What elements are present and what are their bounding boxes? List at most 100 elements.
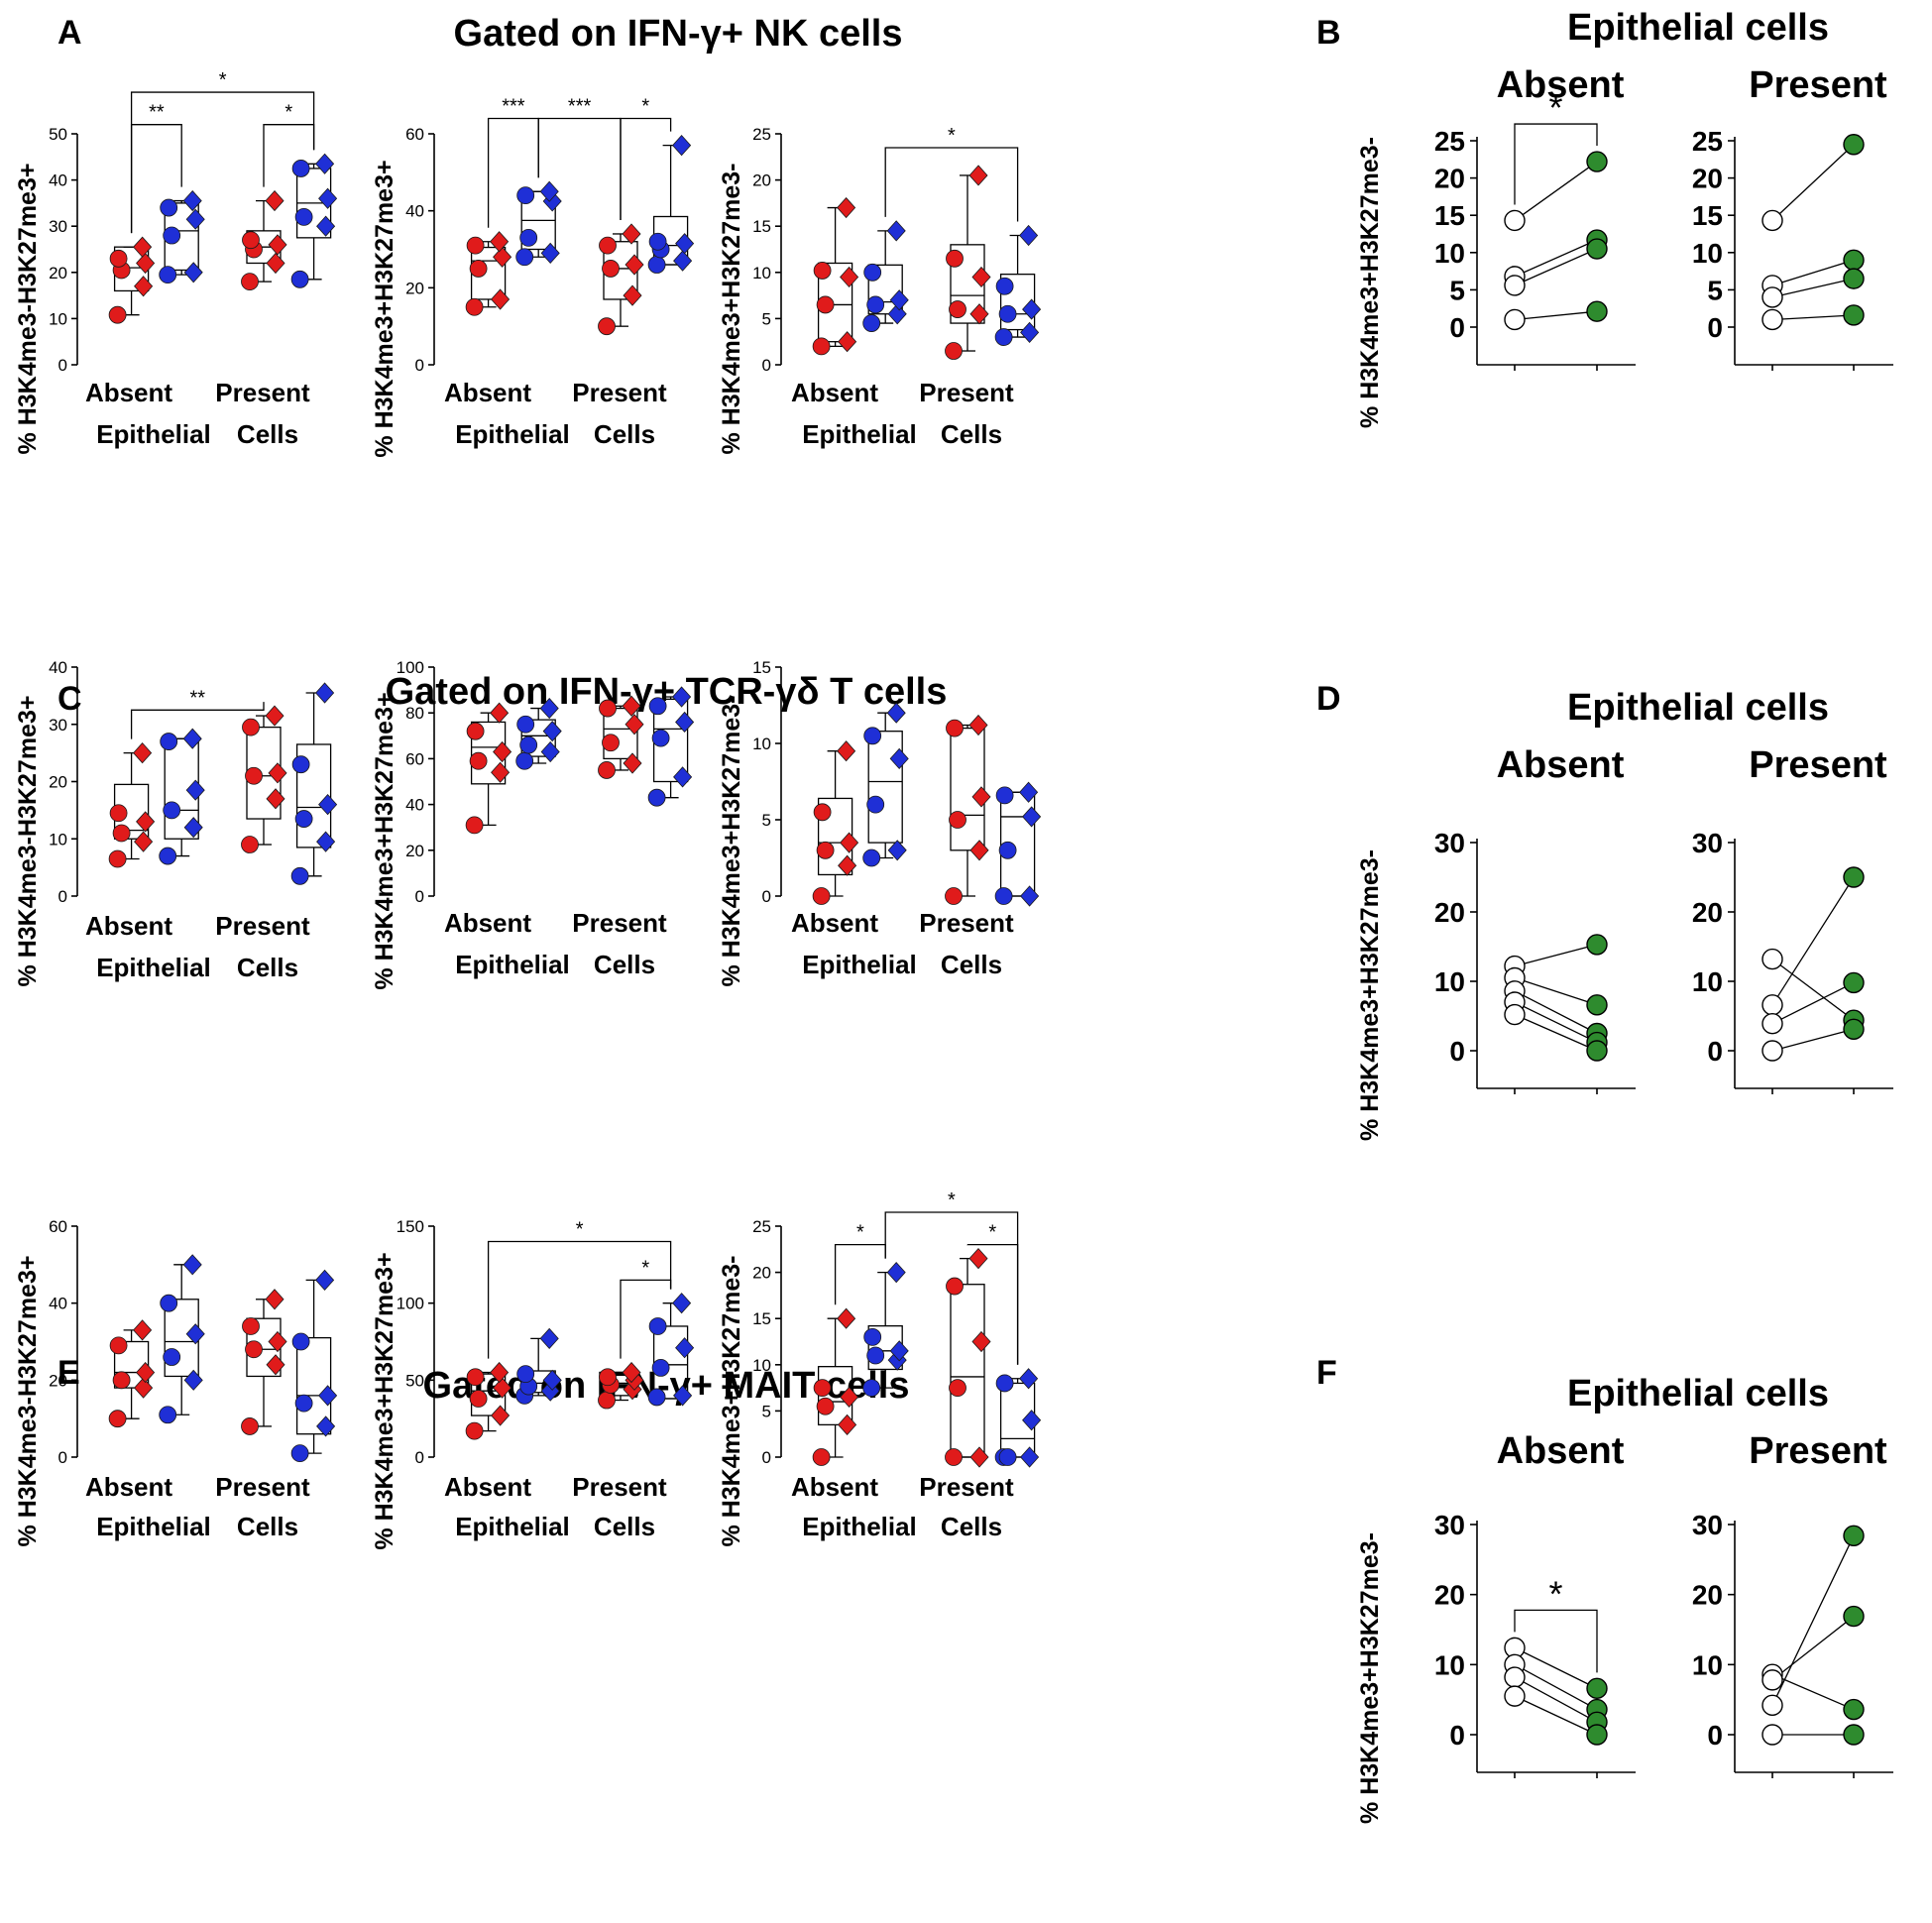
data-point [816, 841, 835, 859]
y-tick-label: 40 [49, 658, 67, 677]
point-before [1762, 1012, 1783, 1035]
data-point [838, 1414, 857, 1435]
y-axis-label: % H3K4me3-H3K27me3+ [14, 1256, 42, 1547]
significance-label: * [948, 125, 956, 147]
point-after [1843, 1525, 1865, 1547]
data-point [675, 1337, 695, 1359]
data-point [294, 810, 313, 828]
y-tick-label: 5 [762, 1402, 771, 1420]
y-tick-label: 60 [405, 125, 424, 144]
data-point [813, 1379, 832, 1397]
data-point [840, 1386, 859, 1409]
data-point [622, 223, 641, 245]
y-tick-label: 0 [1707, 1720, 1723, 1751]
y-tick-label: 10 [752, 264, 771, 283]
significance-label: *** [568, 95, 592, 117]
y-tick-label: 15 [1692, 200, 1723, 231]
data-point [493, 246, 512, 268]
pair-header-d: Epithelial cells [1567, 687, 1829, 729]
x-axis-title-cells: Cells [237, 419, 298, 449]
data-point [133, 742, 153, 764]
y-tick-label: 20 [752, 1264, 771, 1283]
point-before [1762, 209, 1783, 232]
y-tick-label: 15 [752, 1309, 771, 1328]
paired-chart-d-present: 0 10 20 30 [1692, 828, 1893, 1094]
data-point [998, 304, 1017, 323]
data-point [971, 1330, 991, 1353]
y-axis-label: % H3K4me3+H3K27me3- [1356, 849, 1384, 1141]
panel-label-d: D [1316, 680, 1341, 718]
data-point [994, 887, 1013, 905]
data-point [490, 702, 510, 724]
data-point [182, 1254, 202, 1276]
data-point [647, 788, 666, 807]
paired-chart-b-absent: 0 5 10 15 20 25 % H3K4me3+H3K27me3- * [1356, 87, 1636, 428]
data-point [599, 1368, 617, 1387]
data-point [109, 249, 128, 268]
pair-line [1514, 239, 1598, 278]
point-before [1504, 209, 1526, 232]
y-tick-label: 25 [752, 1217, 771, 1236]
y-tick-label: 10 [1692, 966, 1723, 997]
data-point [840, 832, 859, 853]
x-axis-title-cells: Cells [594, 1512, 655, 1541]
significance-bracket [834, 1243, 886, 1305]
significance-label: *** [502, 95, 525, 117]
y-tick-label: 0 [1449, 1036, 1465, 1067]
y-tick-label: 15 [752, 217, 771, 236]
x-tick-present: Present [572, 1472, 667, 1502]
y-tick-label: 40 [405, 796, 424, 815]
data-point [971, 786, 991, 808]
y-axis-label: % H3K4me3+H3K27me3- [1356, 1532, 1384, 1824]
y-tick-label: 30 [1434, 828, 1465, 858]
y-tick-label: 10 [1434, 966, 1465, 997]
point-before [1762, 1724, 1783, 1746]
data-point [491, 1405, 511, 1426]
y-tick-label: 20 [1692, 164, 1723, 194]
y-tick-label: 0 [1449, 1720, 1465, 1751]
y-tick-label: 0 [762, 1448, 771, 1467]
x-tick-present: Present [572, 378, 667, 407]
significance-label: * [641, 1257, 649, 1279]
y-tick-label: 15 [752, 658, 771, 677]
y-tick-label: 40 [405, 202, 424, 221]
data-point [625, 254, 644, 276]
y-tick-label: 5 [1449, 275, 1465, 305]
data-point [183, 262, 203, 283]
y-tick-label: 40 [49, 1295, 67, 1313]
data-point [812, 1448, 831, 1466]
pair-line [1514, 944, 1598, 967]
pair-line [1771, 1616, 1855, 1681]
x-tick-absent: Absent [85, 911, 172, 941]
data-point [294, 207, 313, 226]
data-point [160, 1294, 178, 1312]
data-point [539, 1327, 559, 1349]
data-point [968, 1248, 988, 1270]
data-point [837, 740, 856, 762]
y-tick-label: 20 [1692, 897, 1723, 928]
pair-line [1771, 1535, 1855, 1706]
y-tick-label: 0 [415, 356, 424, 375]
panel-label-c: C [57, 680, 82, 718]
data-point [837, 1307, 856, 1329]
data-point [862, 314, 881, 332]
data-point [466, 722, 485, 740]
pair-line [1771, 144, 1855, 221]
data-point [134, 1377, 154, 1399]
point-after [1586, 934, 1608, 956]
y-tick-label: 0 [58, 356, 67, 375]
point-before [1762, 1694, 1783, 1717]
x-axis-title-cells: Cells [237, 1512, 298, 1541]
data-point [183, 817, 203, 839]
data-point [160, 198, 178, 217]
data-point [816, 295, 835, 314]
data-point [163, 801, 181, 820]
significance-bracket [487, 117, 539, 228]
box-iqr [603, 707, 638, 760]
x-axis-title-epithelial: Epithelial [96, 419, 211, 449]
data-point [268, 762, 287, 784]
data-point [516, 1365, 535, 1384]
data-point [946, 249, 964, 268]
x-axis-title-cells: Cells [237, 953, 298, 982]
